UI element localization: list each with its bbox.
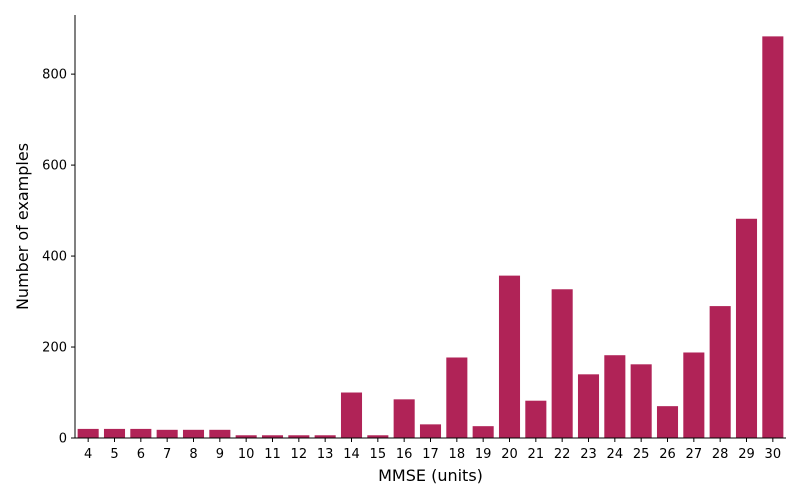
x-tick-label: 24: [607, 447, 624, 462]
x-axis-label: MMSE (units): [378, 466, 483, 485]
bar-27: [683, 352, 705, 438]
bar-30: [762, 36, 784, 439]
x-tick-label: 23: [580, 447, 597, 462]
x-tick-label: 12: [291, 447, 308, 462]
bars-group: [77, 36, 784, 439]
bar-6: [130, 428, 152, 438]
x-tick-label: 14: [343, 447, 360, 462]
bar-7: [156, 429, 178, 438]
bar-11: [261, 435, 284, 438]
x-tick-label: 29: [738, 447, 755, 462]
bar-4: [77, 428, 99, 438]
bar-25: [630, 364, 652, 438]
y-tick-label: 800: [42, 68, 67, 83]
x-tick-label: 15: [370, 447, 387, 462]
x-tick-label: 7: [163, 447, 171, 462]
y-tick-label: 600: [42, 159, 67, 174]
bar-18: [446, 357, 468, 438]
bar-19: [472, 426, 494, 438]
bar-22: [551, 289, 573, 438]
x-tick-label: 6: [137, 447, 145, 462]
bar-23: [577, 374, 600, 438]
x-tick-label: 21: [528, 447, 545, 462]
bar-8: [182, 429, 205, 438]
x-tick-label: 22: [554, 447, 571, 462]
y-ticks: 0 200 400 600 800: [42, 68, 75, 447]
x-tick-label: 5: [110, 447, 118, 462]
bar-26: [656, 406, 679, 438]
x-tick-label: 4: [84, 447, 92, 462]
x-tick-label: 27: [686, 447, 703, 462]
y-tick-label: 200: [42, 341, 67, 356]
x-tick-label: 16: [396, 447, 413, 462]
x-tick-label: 18: [449, 447, 466, 462]
bar-29: [735, 218, 758, 438]
x-tick-label: 30: [765, 447, 782, 462]
x-tick-label: 20: [501, 447, 518, 462]
x-tick-label: 8: [189, 447, 197, 462]
x-tick-label: 9: [216, 447, 224, 462]
bar-24: [604, 355, 626, 438]
bar-16: [393, 399, 415, 438]
x-tick-label: 17: [422, 447, 439, 462]
bar-14: [340, 392, 363, 438]
bar-9: [209, 429, 231, 438]
y-tick-label: 400: [42, 250, 67, 265]
x-tick-label: 26: [659, 447, 676, 462]
bar-12: [288, 435, 310, 438]
x-ticks: 4 5 6 7 8 9 10 11 12 13 14 15 16 17 18 19 20 21 22 23 24 25 26…: [84, 438, 781, 462]
x-tick-label: 28: [712, 447, 729, 462]
bar-21: [525, 400, 547, 438]
y-axis-label: Number of examples: [13, 143, 32, 310]
bar-28: [709, 306, 731, 438]
bar-10: [235, 435, 257, 438]
x-tick-label: 11: [264, 447, 281, 462]
x-tick-label: 25: [633, 447, 650, 462]
bar-13: [314, 435, 336, 438]
bar-20: [498, 275, 521, 438]
bar-5: [103, 428, 126, 438]
x-tick-label: 10: [238, 447, 255, 462]
y-tick-label: 0: [59, 432, 67, 447]
x-tick-label: 13: [317, 447, 334, 462]
bar-17: [419, 424, 442, 438]
x-tick-label: 19: [475, 447, 492, 462]
bar-15: [367, 435, 389, 438]
